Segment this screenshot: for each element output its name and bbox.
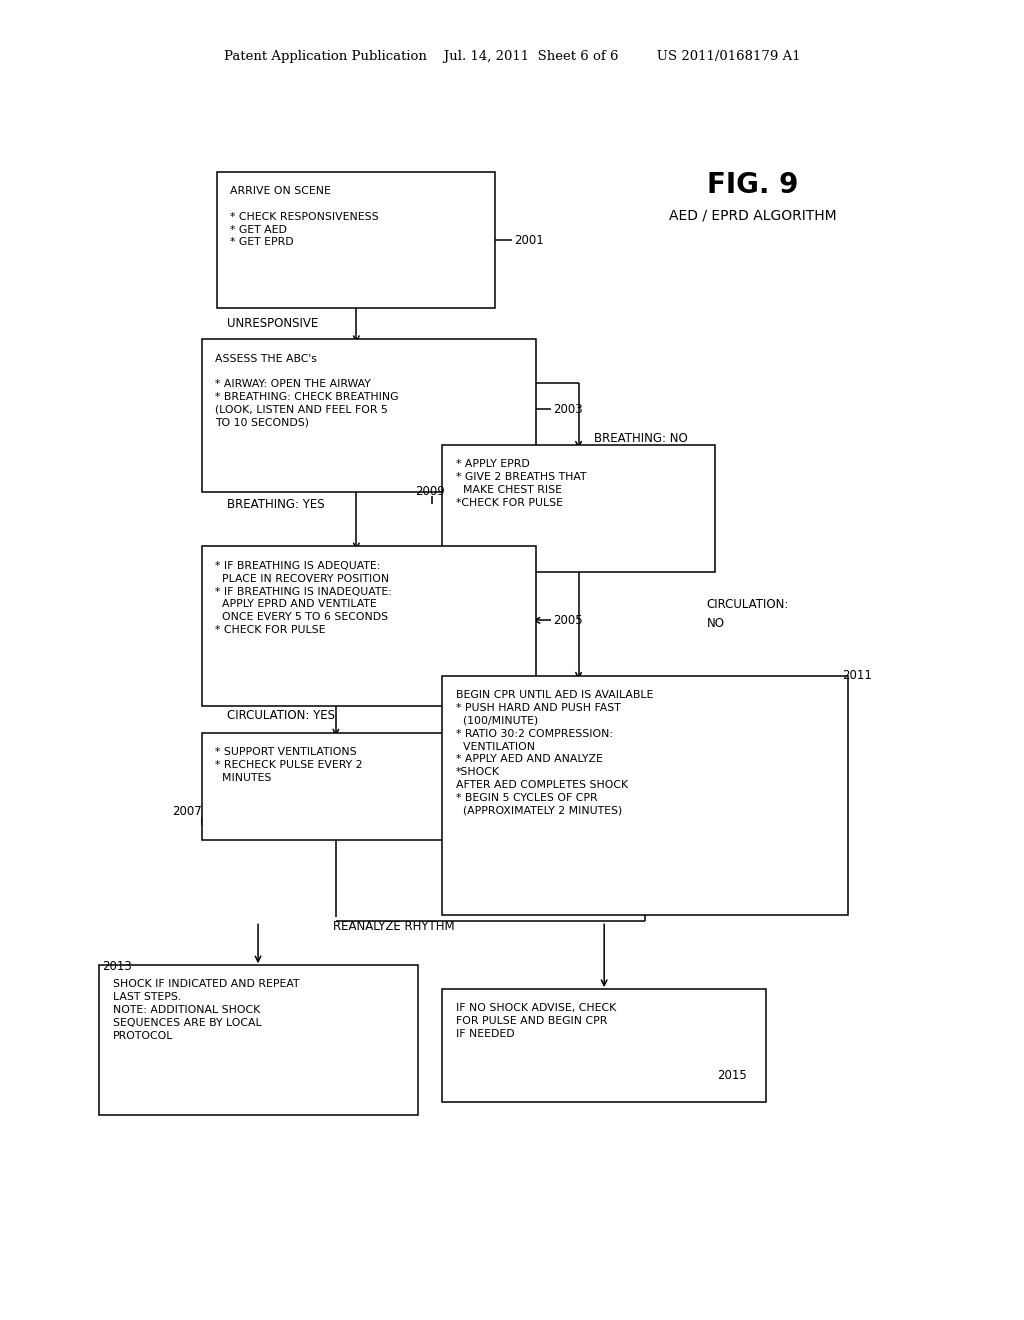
Text: 2011: 2011 [842, 669, 871, 682]
Text: ARRIVE ON SCENE

* CHECK RESPONSIVENESS
* GET AED
* GET EPRD: ARRIVE ON SCENE * CHECK RESPONSIVENESS *… [230, 186, 379, 247]
Text: Patent Application Publication    Jul. 14, 2011  Sheet 6 of 6         US 2011/01: Patent Application Publication Jul. 14, … [223, 50, 801, 63]
Text: REANALYZE RHYTHM: REANALYZE RHYTHM [334, 920, 455, 933]
FancyBboxPatch shape [442, 445, 715, 572]
Text: BREATHING: YES: BREATHING: YES [227, 498, 325, 511]
Text: * IF BREATHING IS ADEQUATE:
  PLACE IN RECOVERY POSITION
* IF BREATHING IS INADE: * IF BREATHING IS ADEQUATE: PLACE IN REC… [215, 561, 392, 635]
Text: 2009: 2009 [415, 484, 444, 498]
FancyBboxPatch shape [202, 339, 536, 492]
FancyBboxPatch shape [217, 172, 495, 308]
FancyBboxPatch shape [442, 989, 766, 1102]
Text: 2005: 2005 [553, 614, 583, 627]
Text: 2003: 2003 [553, 403, 583, 416]
FancyBboxPatch shape [202, 546, 536, 706]
Text: ASSESS THE ABC's

* AIRWAY: OPEN THE AIRWAY
* BREATHING: CHECK BREATHING
(LOOK, : ASSESS THE ABC's * AIRWAY: OPEN THE AIRW… [215, 354, 398, 428]
Text: 2001: 2001 [514, 234, 544, 247]
Text: * SUPPORT VENTILATIONS
* RECHECK PULSE EVERY 2
  MINUTES: * SUPPORT VENTILATIONS * RECHECK PULSE E… [215, 747, 362, 783]
FancyBboxPatch shape [442, 676, 848, 915]
Text: BREATHING: NO: BREATHING: NO [594, 432, 688, 445]
Text: AED / EPRD ALGORITHM: AED / EPRD ALGORITHM [669, 209, 837, 222]
Text: 2015: 2015 [717, 1069, 746, 1082]
Text: NO: NO [707, 616, 725, 630]
Text: FIG. 9: FIG. 9 [707, 170, 799, 199]
Text: * APPLY EPRD
* GIVE 2 BREATHS THAT
  MAKE CHEST RISE
*CHECK FOR PULSE: * APPLY EPRD * GIVE 2 BREATHS THAT MAKE … [456, 459, 586, 508]
Text: UNRESPONSIVE: UNRESPONSIVE [227, 317, 318, 330]
Text: 2013: 2013 [102, 960, 132, 973]
FancyBboxPatch shape [99, 965, 418, 1115]
Text: BEGIN CPR UNTIL AED IS AVAILABLE
* PUSH HARD AND PUSH FAST
  (100/MINUTE)
* RATI: BEGIN CPR UNTIL AED IS AVAILABLE * PUSH … [456, 690, 653, 816]
Text: IF NO SHOCK ADVISE, CHECK
FOR PULSE AND BEGIN CPR
IF NEEDED: IF NO SHOCK ADVISE, CHECK FOR PULSE AND … [456, 1003, 615, 1039]
Text: CIRCULATION:: CIRCULATION: [707, 598, 788, 611]
FancyBboxPatch shape [202, 733, 469, 840]
Text: 2007: 2007 [172, 805, 202, 818]
Text: CIRCULATION: YES: CIRCULATION: YES [227, 709, 335, 722]
Text: SHOCK IF INDICATED AND REPEAT
LAST STEPS.
NOTE: ADDITIONAL SHOCK
SEQUENCES ARE B: SHOCK IF INDICATED AND REPEAT LAST STEPS… [113, 979, 299, 1040]
